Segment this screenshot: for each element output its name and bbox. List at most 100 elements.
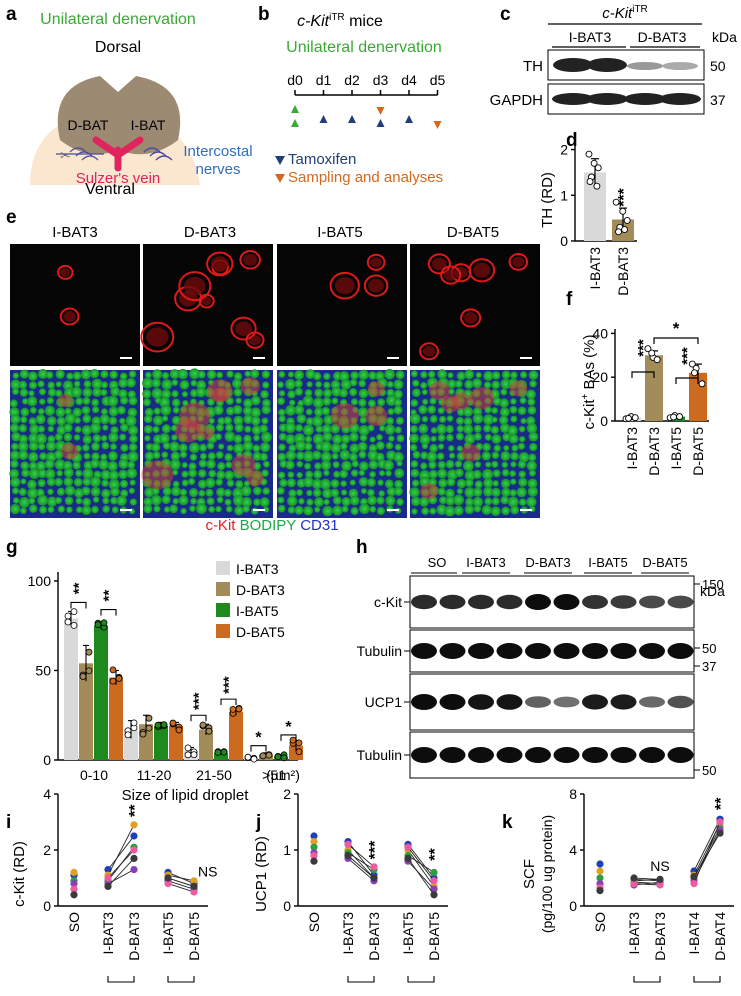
lipid-droplet bbox=[169, 441, 180, 452]
lipid-droplet bbox=[226, 479, 235, 488]
lipid-droplet bbox=[322, 488, 333, 499]
lipid-droplet bbox=[143, 504, 153, 514]
lipid-droplet bbox=[189, 505, 196, 512]
lipid-droplet bbox=[127, 451, 139, 463]
data-point bbox=[130, 866, 138, 874]
h-band bbox=[496, 747, 523, 763]
pair-line bbox=[167, 874, 195, 882]
lipid-droplet bbox=[339, 388, 349, 398]
panel-a: a Unilateral denervation Dorsal D-BAT I-… bbox=[6, 4, 253, 198]
lipid-droplet bbox=[64, 407, 72, 415]
lipid-droplet bbox=[73, 477, 83, 487]
data-point bbox=[344, 852, 352, 860]
lipid-droplet bbox=[410, 460, 419, 468]
lipid-droplet bbox=[234, 505, 244, 516]
lipid-droplet bbox=[412, 450, 421, 459]
h-group-label: SO bbox=[428, 555, 447, 570]
data-point bbox=[593, 182, 601, 190]
lipid-droplet bbox=[47, 425, 55, 433]
panel-label-j: j bbox=[255, 812, 261, 833]
lipid-droplet bbox=[102, 424, 109, 431]
lipid-droplet bbox=[445, 425, 454, 434]
ns-label: NS bbox=[650, 858, 669, 874]
lipid-droplet bbox=[224, 470, 234, 480]
lipid-droplet bbox=[295, 440, 306, 451]
lipid-droplet bbox=[82, 414, 92, 424]
lipid-droplet bbox=[369, 436, 376, 443]
lipid-droplet bbox=[101, 381, 108, 389]
lipid-droplet bbox=[409, 487, 420, 498]
h-band bbox=[525, 643, 551, 659]
lipid-droplet bbox=[47, 506, 55, 513]
lipid-droplet bbox=[437, 407, 445, 415]
lipid-droplet bbox=[29, 381, 38, 390]
lipid-droplet bbox=[439, 496, 448, 505]
lipid-droplet bbox=[314, 506, 321, 513]
x-tick-label: D-BAT3 bbox=[646, 427, 662, 476]
lipid-droplet bbox=[277, 397, 286, 406]
lipid-droplet bbox=[101, 479, 109, 487]
lipid-droplet bbox=[360, 488, 367, 495]
a-vein bbox=[92, 136, 144, 172]
lipid-droplet bbox=[235, 480, 244, 489]
lipid-droplet bbox=[89, 368, 100, 379]
bar bbox=[645, 355, 663, 421]
bar bbox=[229, 711, 243, 760]
a-vein-label: Sulzer's vein bbox=[76, 170, 161, 187]
data-point bbox=[280, 754, 288, 762]
lipid-droplet bbox=[92, 496, 100, 503]
lipid-droplet bbox=[278, 390, 286, 397]
lipid-droplet bbox=[118, 458, 129, 469]
lipid-droplet bbox=[447, 372, 454, 379]
lipid-droplet bbox=[127, 461, 136, 469]
lipid-droplet bbox=[29, 461, 38, 470]
lipid-droplet bbox=[116, 495, 127, 506]
data-point bbox=[214, 748, 222, 756]
b-denervation: Unilateral denervation bbox=[286, 39, 442, 56]
lipid-droplet bbox=[501, 461, 509, 469]
lipid-droplet bbox=[120, 423, 129, 432]
lipid-droplet bbox=[500, 388, 508, 396]
data-point bbox=[586, 178, 594, 186]
lipid-droplet bbox=[463, 424, 474, 435]
lipid-droplet bbox=[277, 471, 286, 479]
h-band bbox=[553, 643, 580, 659]
lipid-droplet bbox=[393, 398, 403, 407]
lipid-droplet bbox=[320, 460, 332, 471]
lipid-droplet bbox=[27, 487, 39, 499]
lipid-droplet bbox=[368, 459, 379, 470]
data-point bbox=[175, 726, 183, 734]
lipid-droplet bbox=[396, 498, 404, 506]
lipid-droplet bbox=[108, 478, 120, 490]
lipid-droplet bbox=[73, 434, 81, 441]
lipid-droplet bbox=[482, 468, 493, 480]
lipid-droplet bbox=[250, 369, 260, 379]
lipid-droplet bbox=[518, 425, 526, 433]
lipid-droplet bbox=[125, 415, 137, 427]
lipid-droplet bbox=[234, 423, 244, 433]
lipid-droplet bbox=[456, 371, 466, 381]
lipid-droplet bbox=[110, 386, 120, 397]
lipid-droplet bbox=[278, 408, 286, 417]
lipid-droplet bbox=[358, 477, 369, 487]
data-point bbox=[370, 874, 378, 882]
pair-line bbox=[107, 858, 135, 887]
lipid-droplet bbox=[386, 381, 394, 388]
lipid-droplet bbox=[177, 368, 189, 380]
lipid-droplet bbox=[169, 459, 181, 470]
x-tick-label: I-BAT3 bbox=[624, 427, 640, 470]
lipid-droplet bbox=[429, 443, 438, 453]
lipid-droplet bbox=[92, 387, 102, 397]
a-ventral: Ventral bbox=[85, 181, 135, 198]
b-mice-label: c-KitiTR mice bbox=[297, 12, 383, 30]
lipid-droplet bbox=[394, 479, 403, 489]
significance-stars: ** bbox=[713, 797, 730, 810]
g-xlabel: Size of lipid droplet bbox=[122, 787, 250, 804]
lipid-droplet bbox=[520, 371, 528, 379]
lipid-droplet bbox=[492, 469, 501, 478]
data-point bbox=[190, 877, 198, 885]
lipid-droplet bbox=[39, 452, 48, 461]
lipid-droplet bbox=[444, 505, 456, 517]
lipid-droplet bbox=[188, 442, 200, 454]
panel-label-g: g bbox=[6, 537, 18, 558]
